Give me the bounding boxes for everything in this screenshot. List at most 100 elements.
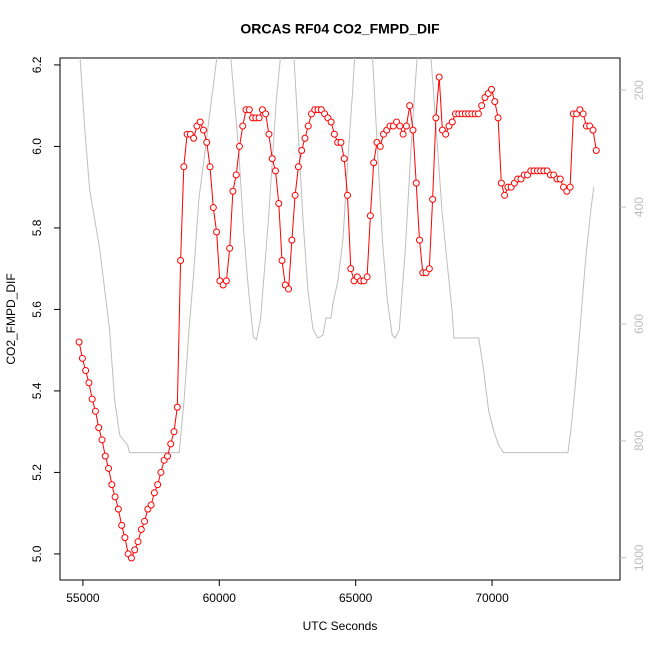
data-point [114,505,122,513]
data-point [275,199,283,207]
data-point [235,142,243,150]
data-point [180,163,188,171]
data-point [85,379,93,387]
data-point [137,525,145,533]
data-point [203,138,211,146]
data-point [265,130,273,138]
data-point [154,481,162,489]
data-point [304,122,312,130]
data-point [412,179,420,187]
data-point [491,98,499,106]
x-tick-label: 70000 [475,591,509,605]
data-point [108,481,116,489]
data-point [497,179,505,187]
data-point [105,464,113,472]
series-line [79,58,595,454]
data-point [429,195,437,203]
data-point [170,428,178,436]
data-point [222,277,230,285]
data-point [121,534,129,542]
data-point [294,163,302,171]
data-point [209,204,217,212]
y2-tick-label: 200 [632,80,646,100]
data-point [75,338,83,346]
data-point [177,257,185,265]
y-tick-label: 6.2 [30,56,44,73]
data-point [278,257,286,265]
data-point [579,110,587,118]
data-point [448,118,456,126]
y-tick-label: 5.2 [30,464,44,481]
data-point [141,517,149,525]
data-point [556,175,564,183]
x-tick-label: 65000 [339,591,373,605]
data-point [494,114,502,122]
data-point [337,138,345,146]
data-point [245,106,253,114]
data-point [442,130,450,138]
data-point [271,167,279,175]
data-point [134,538,142,546]
data-point [163,452,171,460]
data-point [285,285,293,293]
data-point [327,118,335,126]
data-point [167,440,175,448]
data-point [366,212,374,220]
data-point [344,191,352,199]
data-point [206,163,214,171]
data-point [347,265,355,273]
data-point [199,126,207,134]
y-axis-label: CO2_FMPD_DIF [4,273,18,364]
x-tick-label: 60000 [203,591,237,605]
data-point [566,183,574,191]
data-point [226,244,234,252]
data-point [340,155,348,163]
data-point [435,73,443,81]
x-axis-label: UTC Seconds [303,619,378,633]
y2-tick-label: 800 [632,431,646,451]
data-point [268,155,276,163]
plot-frame [59,57,621,581]
data-point [474,110,482,118]
y-tick-label: 5.4 [30,382,44,399]
data-point [229,187,237,195]
data-point [291,191,299,199]
data-point [78,354,86,362]
data-point [478,102,486,110]
data-point [232,171,240,179]
data-point [150,489,158,497]
y-tick-label: 5.6 [30,301,44,318]
y-tick-label: 5.8 [30,219,44,236]
data-point [396,122,404,130]
data-point [147,501,155,509]
data-point [131,546,139,554]
chart-title: ORCAS RF04 CO2_FMPD_DIF [240,21,440,37]
data-point [501,191,509,199]
y2-tick-label: 400 [632,197,646,217]
plot-area [75,58,600,562]
data-point [288,236,296,244]
data-point [111,493,119,501]
data-point [298,147,306,155]
data-point [88,395,96,403]
data-point [402,122,410,130]
data-point [127,554,135,562]
data-point [157,468,165,476]
data-point [399,130,407,138]
data-point [592,147,600,155]
data-point [239,122,247,130]
data-point [255,114,263,122]
y-tick-label: 5.0 [30,545,44,562]
y-tick-label: 6.0 [30,138,44,155]
y2-tick-label: 600 [632,314,646,334]
data-point [82,367,90,375]
data-point [432,114,440,122]
data-point [330,130,338,138]
data-point [213,228,221,236]
data-point [363,273,371,281]
data-point [118,521,126,529]
data-point [425,265,433,273]
data-point [488,85,496,93]
data-point [370,159,378,167]
